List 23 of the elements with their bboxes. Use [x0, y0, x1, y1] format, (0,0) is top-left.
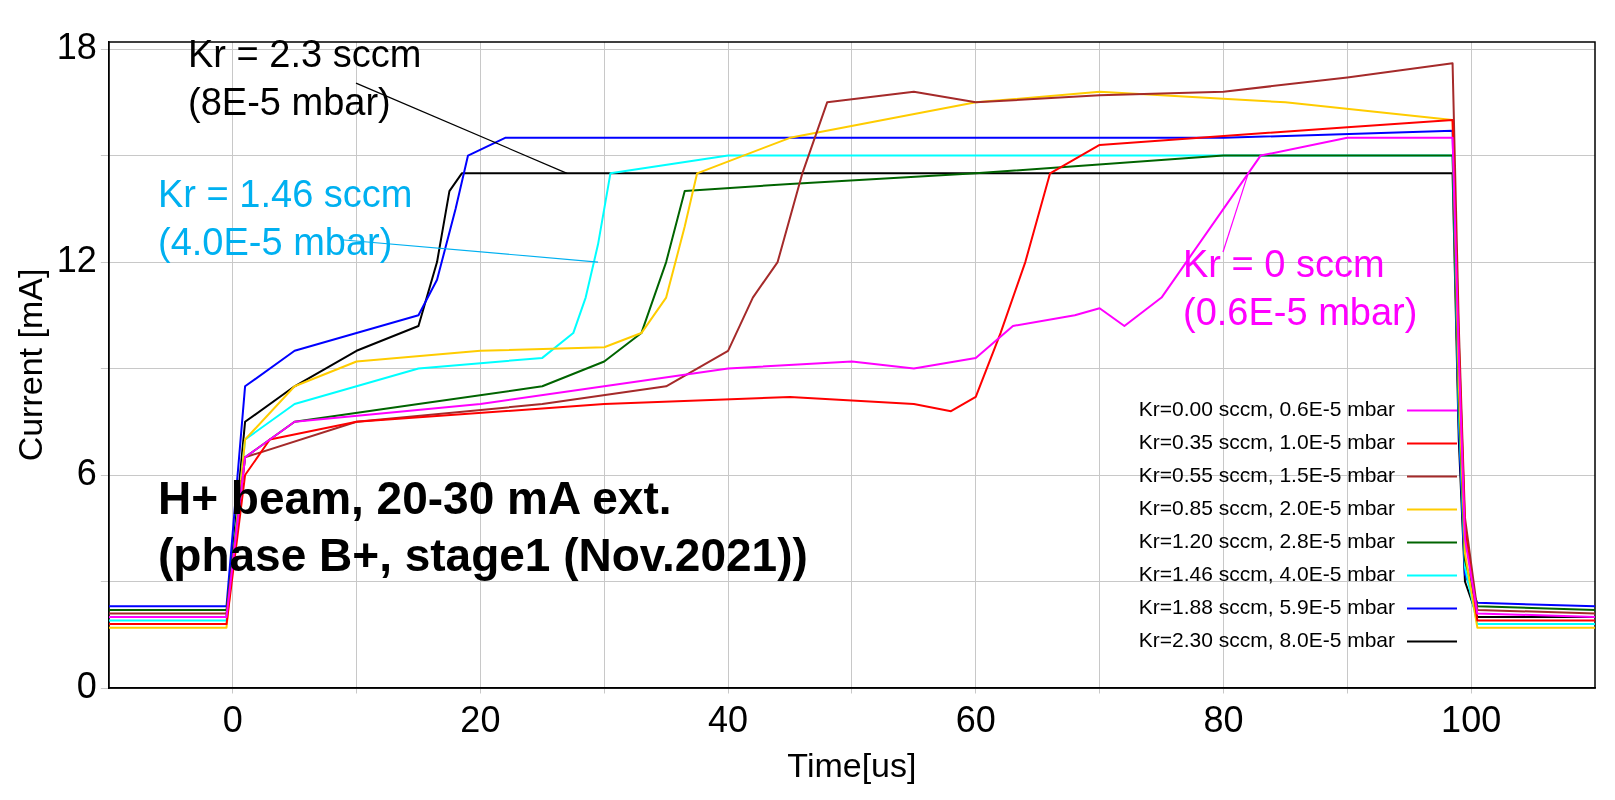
annotation: Kr = 2.3 sccm (8E-5 mbar): [188, 33, 422, 123]
x-tick-label: 80: [1203, 698, 1244, 740]
y-tick-label: 6: [76, 451, 97, 493]
x-tick-label: 20: [460, 698, 501, 740]
x-tick-label: 60: [955, 698, 996, 740]
legend-label: Kr=1.46 sccm, 4.0E-5 mbar: [1138, 562, 1395, 586]
legend-label: Kr=0.55 sccm, 1.5E-5 mbar: [1138, 463, 1395, 487]
legend-label: Kr=0.00 sccm, 0.6E-5 mbar: [1138, 397, 1395, 421]
legend-label: Kr=0.85 sccm, 2.0E-5 mbar: [1138, 496, 1395, 520]
y-tick-label: 12: [56, 238, 97, 280]
x-axis-title: Time[us]: [787, 745, 917, 784]
x-tick-label: 40: [708, 698, 749, 740]
x-tick-label: 100: [1441, 698, 1502, 740]
y-axis-title: Current [mA]: [10, 268, 49, 462]
x-tick-label: 0: [222, 698, 243, 740]
y-tick-label: 0: [76, 664, 97, 706]
annotation: Kr = 0 sccm (0.6E-5 mbar): [1183, 243, 1418, 333]
legend-label: Kr=0.35 sccm, 1.0E-5 mbar: [1138, 430, 1395, 454]
legend-label: Kr=1.88 sccm, 5.9E-5 mbar: [1138, 595, 1395, 619]
annotation: Kr = 1.46 sccm (4.0E-5 mbar): [158, 173, 413, 263]
legend-label: Kr=1.20 sccm, 2.8E-5 mbar: [1138, 529, 1395, 553]
y-tick-label: 18: [56, 26, 97, 68]
legend-label: Kr=2.30 sccm, 8.0E-5 mbar: [1138, 628, 1395, 652]
